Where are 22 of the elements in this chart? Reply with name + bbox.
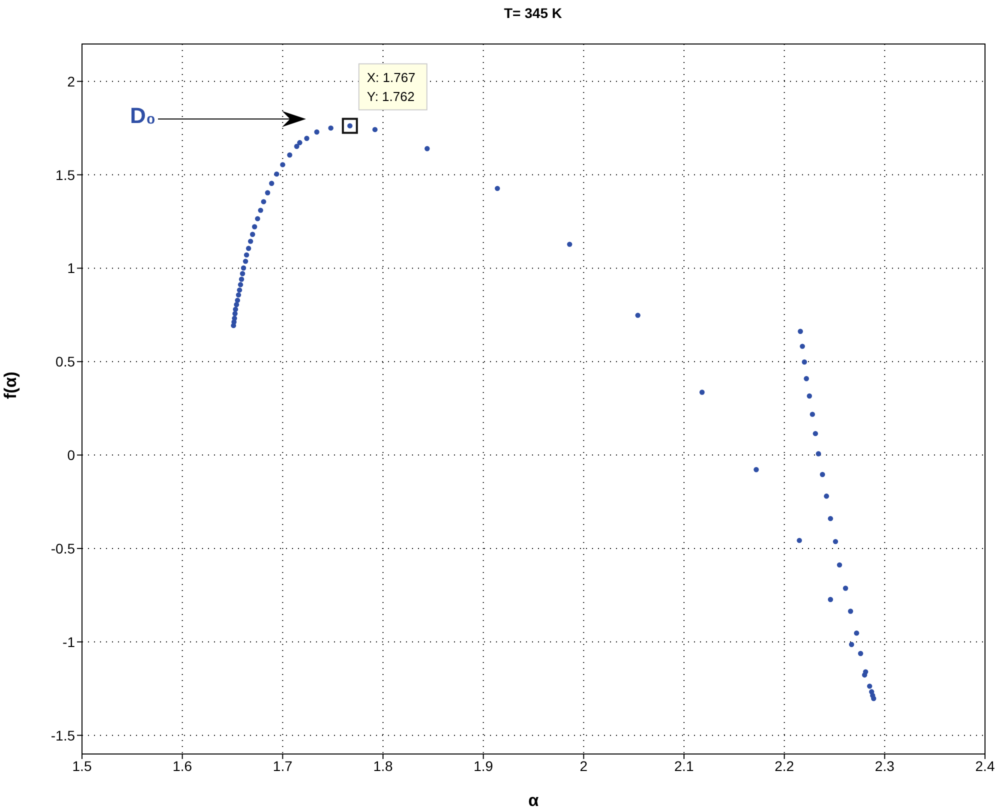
x-tick-label: 2.2 — [774, 758, 794, 774]
x-tick-label: 2.1 — [674, 758, 694, 774]
x-tick-label: 2.4 — [975, 758, 995, 774]
y-tick-label: -1.5 — [50, 727, 76, 744]
x-tick-label: 2 — [580, 758, 588, 774]
x-tick-label: 2.3 — [874, 758, 895, 774]
x-tick-label: 1.9 — [474, 758, 494, 774]
y-tick-label: -1 — [62, 634, 76, 650]
chart-title: T= 345 K — [504, 5, 562, 21]
x-axis-title: α — [528, 791, 540, 808]
y-tick-label: 1 — [67, 260, 76, 276]
y-tick-label: -0.5 — [50, 540, 76, 556]
x-tick-label: 1.7 — [272, 758, 293, 774]
y-tick-label: 1.5 — [56, 166, 76, 183]
y-tick-label: 2 — [67, 73, 76, 90]
y-tick-label: 0.5 — [56, 354, 76, 370]
y-axis-title: f(α) — [1, 372, 20, 399]
annotation: D₀ — [130, 103, 156, 128]
y-tick-label: 0 — [67, 447, 76, 464]
annotation: X: 1.767 Y: 1.762 — [366, 70, 416, 104]
x-tick-label: 1.8 — [373, 758, 393, 774]
x-tick-label: 1.6 — [172, 758, 192, 774]
